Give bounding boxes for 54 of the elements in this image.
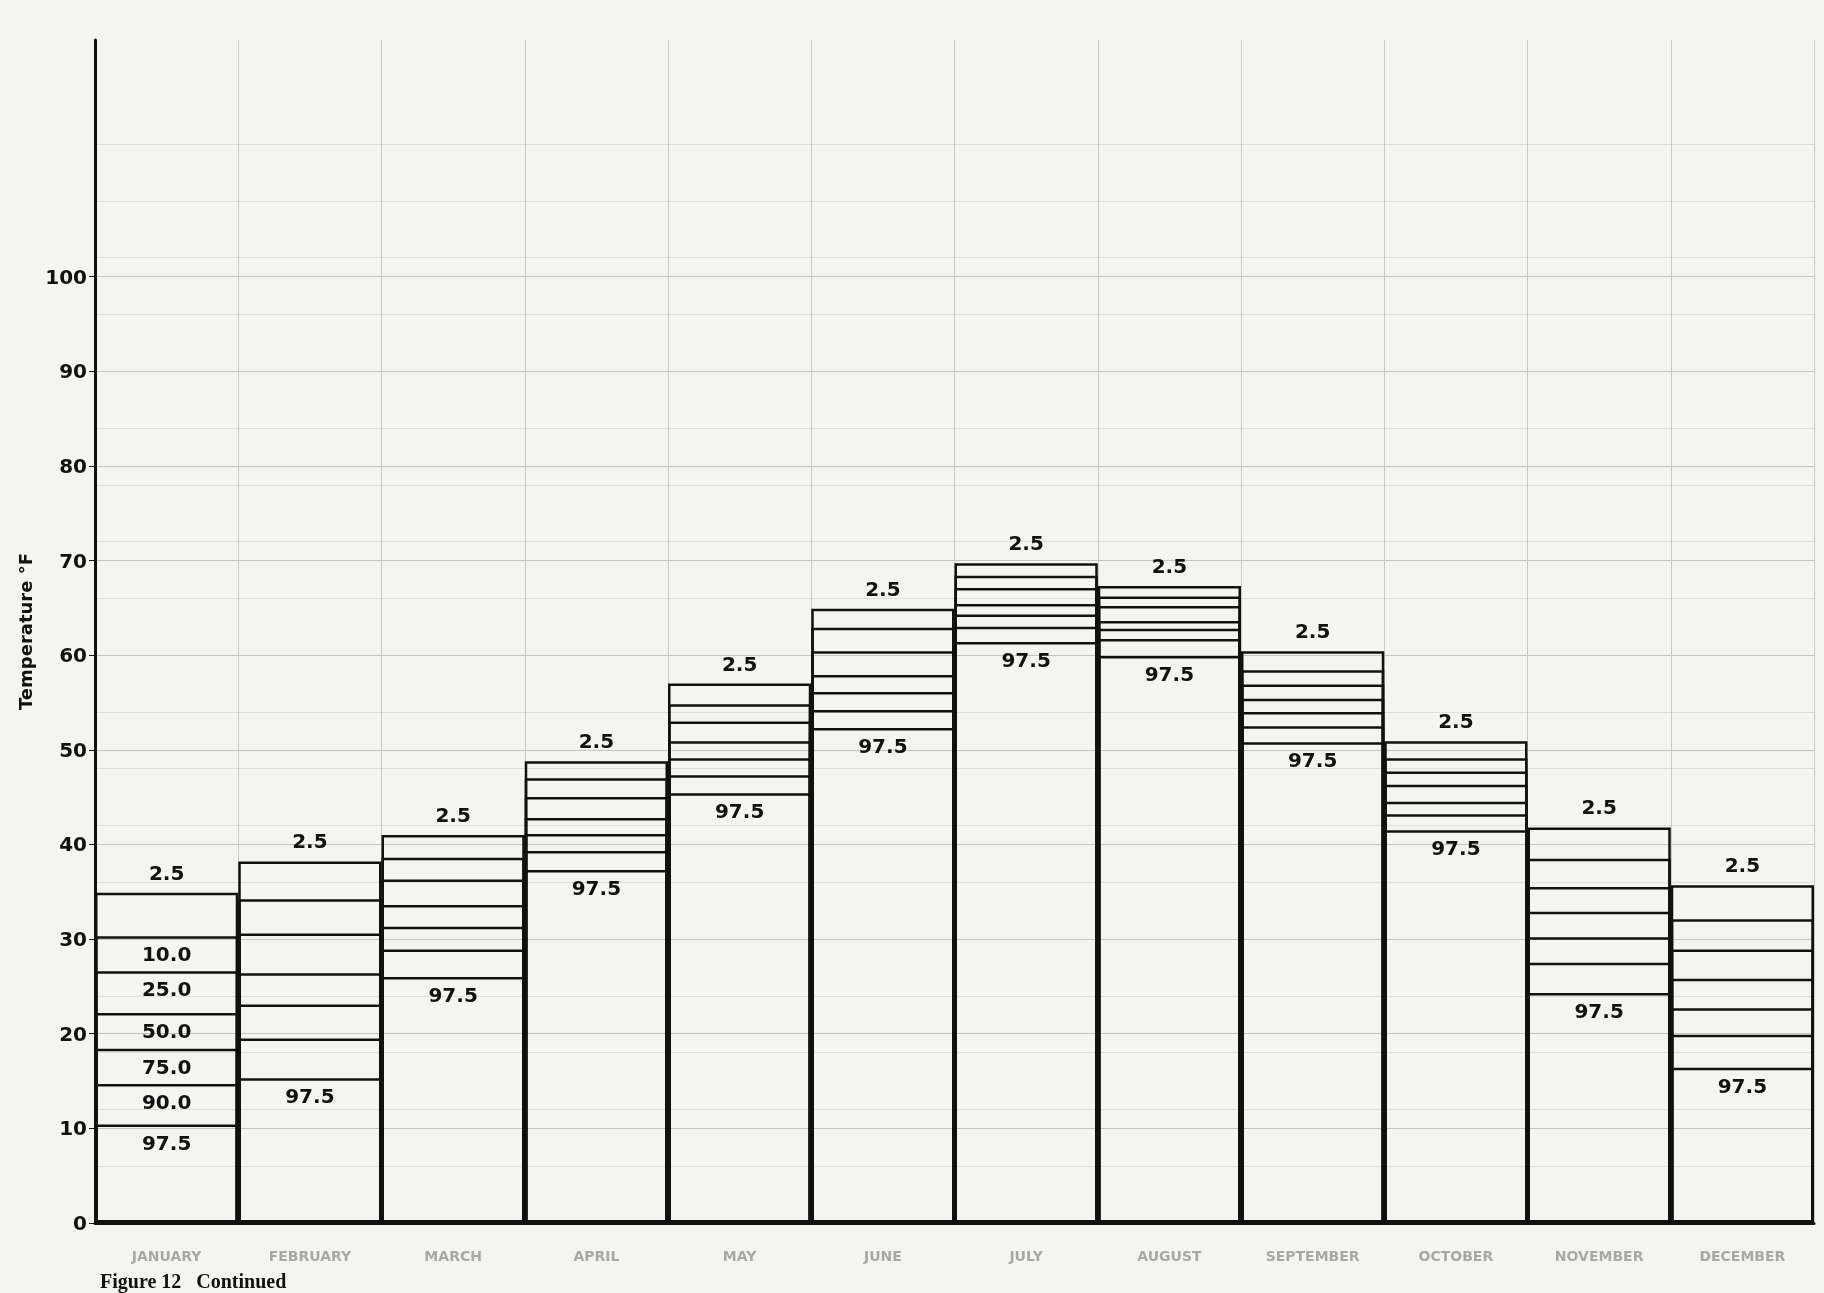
annotation: 97.5 — [1574, 999, 1624, 1024]
y-tick-label: 60 — [59, 643, 87, 668]
x-tick-label: NOVEMBER — [1554, 1248, 1644, 1264]
annotation: 97.5 — [141, 1130, 192, 1155]
annotation: 97.5 — [714, 799, 765, 824]
x-tick-label: APRIL — [573, 1248, 620, 1264]
x-tick-label: MARCH — [424, 1248, 482, 1264]
y-axis-title: Temperature °F — [14, 552, 36, 711]
annotation: 97.5 — [428, 982, 478, 1007]
annotation: 97.5 — [1287, 748, 1338, 773]
x-tick-label: JULY — [1008, 1248, 1044, 1264]
annotation: 97.5 — [571, 875, 622, 900]
x-tick-label: MAY — [722, 1248, 758, 1264]
annotation: 97.5 — [1001, 647, 1051, 672]
x-tick-label: AUGUST — [1137, 1248, 1202, 1264]
annotation: 2.5 — [292, 829, 328, 854]
annotation: 25.0 — [141, 977, 192, 1002]
annotation: 2.5 — [1294, 619, 1331, 644]
y-tick-label: 80 — [59, 453, 87, 478]
x-tick-label: JANUARY — [130, 1248, 203, 1264]
y-tick-label: 40 — [59, 832, 87, 857]
annotation: 97.5 — [1431, 836, 1481, 861]
annotation: 2.5 — [865, 576, 901, 601]
annotation: 75.0 — [141, 1054, 192, 1079]
annotation: 2.5 — [148, 860, 185, 885]
y-tick-label: 90 — [59, 359, 87, 384]
annotation: 10.0 — [141, 942, 192, 967]
x-tick-label: FEBRUARY — [268, 1248, 352, 1264]
y-tick-label: 100 — [45, 264, 87, 289]
annotation: 2.5 — [578, 729, 615, 754]
annotation: 97.5 — [1717, 1073, 1768, 1098]
annotation: 2.5 — [1008, 531, 1044, 556]
x-tick-label: OCTOBER — [1418, 1248, 1494, 1264]
y-tick-label: 0 — [73, 1211, 87, 1235]
annotation: 50.0 — [141, 1018, 192, 1043]
caption: Figure 12 Continued — [100, 1270, 287, 1293]
y-tick-label: 70 — [59, 548, 87, 573]
annotation: 2.5 — [1581, 795, 1617, 820]
annotation: 2.5 — [1724, 853, 1761, 878]
x-tick-label: JUNE — [862, 1248, 902, 1264]
y-tick-label: 50 — [59, 737, 87, 762]
annotation: 90.0 — [141, 1089, 192, 1114]
x-tick-label: DECEMBER — [1699, 1248, 1786, 1264]
annotation: 2.5 — [1151, 554, 1188, 579]
annotation: 97.5 — [1144, 662, 1195, 687]
annotation: 2.5 — [721, 651, 758, 676]
annotation: 97.5 — [285, 1084, 335, 1109]
annotation: 2.5 — [1438, 709, 1474, 734]
annotation: 2.5 — [435, 802, 471, 827]
y-tick-label: 30 — [59, 927, 87, 952]
x-tick-label: SEPTEMBER — [1265, 1248, 1360, 1264]
y-tick-label: 10 — [59, 1116, 87, 1141]
annotation: 97.5 — [858, 734, 908, 759]
y-tick-label: 20 — [59, 1021, 87, 1046]
